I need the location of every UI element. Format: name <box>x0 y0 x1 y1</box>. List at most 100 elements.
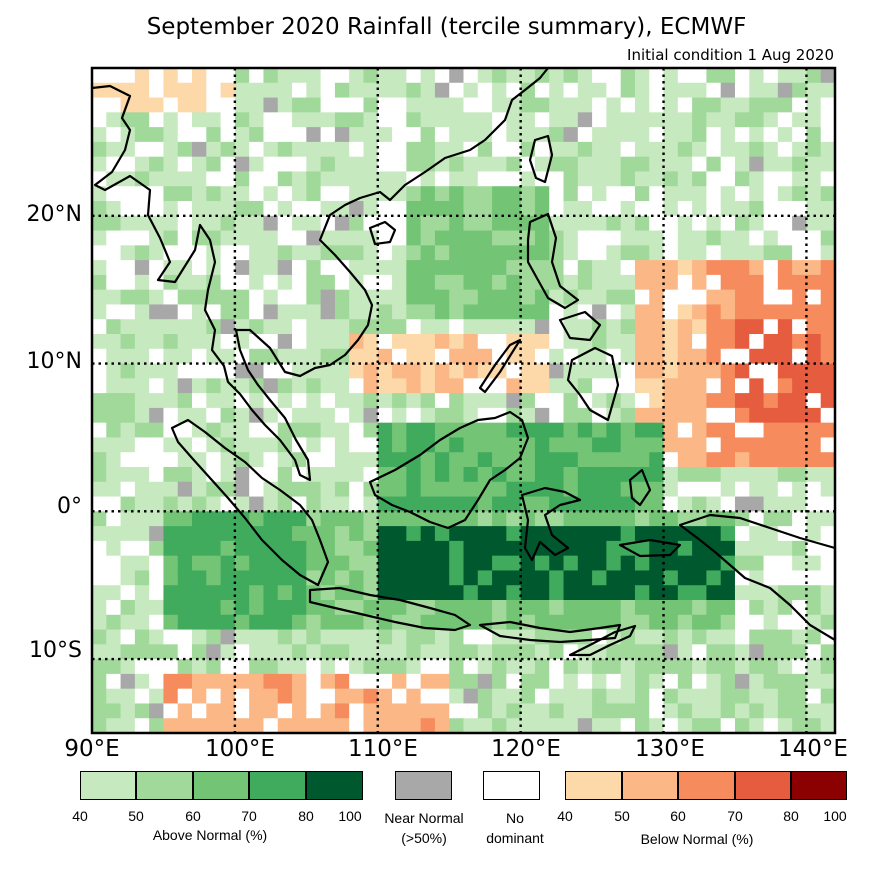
grid-cell <box>734 201 750 217</box>
grid-cell <box>149 363 164 379</box>
grid-cell <box>177 481 193 498</box>
grid-cell <box>492 585 507 601</box>
grid-cell <box>163 215 179 232</box>
grid-cell <box>763 629 779 645</box>
grid-cell <box>763 112 779 128</box>
grid-cell <box>449 718 464 734</box>
grid-cell <box>163 82 179 99</box>
grid-cell <box>749 629 765 645</box>
grid-cell <box>463 673 479 690</box>
grid-cell <box>492 201 507 217</box>
grid-cell <box>120 629 136 645</box>
grid-cell <box>649 215 665 232</box>
grid-cell <box>606 481 622 498</box>
legend-above-caption: Above Normal (%) <box>152 827 268 843</box>
grid-cell <box>306 673 322 690</box>
grid-cell <box>563 141 579 158</box>
grid-cell <box>663 334 679 350</box>
grid-cell <box>692 156 707 172</box>
grid-cell <box>306 201 322 217</box>
grid-cell <box>249 274 264 291</box>
grid-cell <box>434 112 450 128</box>
grid-cell <box>449 540 464 557</box>
grid-cell <box>549 644 565 660</box>
grid-cell <box>363 260 379 276</box>
grid-cell <box>492 127 507 143</box>
grid-cell <box>334 629 350 645</box>
grid-cell <box>506 260 522 276</box>
grid-cell <box>392 304 407 320</box>
grid-cell <box>192 156 207 172</box>
grid-cell <box>663 511 679 527</box>
grid-cell <box>434 68 450 84</box>
grid-cell <box>706 82 722 99</box>
grid-cell <box>492 496 507 512</box>
grid-cell <box>734 422 750 438</box>
grid-cell <box>792 422 807 438</box>
grid-cell <box>306 629 322 645</box>
grid-cell <box>392 363 407 379</box>
grid-cell <box>677 97 693 113</box>
grid-cell <box>149 555 164 571</box>
grid-cell <box>292 688 307 704</box>
grid-cell <box>277 171 293 187</box>
legend-above-tick: 70 <box>241 808 257 824</box>
grid-cell <box>634 703 650 719</box>
grid-cell <box>149 245 164 261</box>
grid-cell <box>363 141 379 158</box>
grid-cell <box>292 304 307 320</box>
grid-cell <box>320 363 336 379</box>
grid-cell <box>134 526 150 542</box>
grid-cell <box>306 319 322 335</box>
grid-cell <box>277 289 293 305</box>
coastline-hainan <box>368 220 397 246</box>
grid-cell <box>134 511 150 527</box>
grid-cell <box>663 274 679 291</box>
grid-cell <box>234 585 250 601</box>
grid-cell <box>277 540 293 557</box>
grid-cell <box>520 274 536 291</box>
grid-cell <box>749 156 765 172</box>
grid-cell <box>634 452 650 468</box>
grid-cell <box>263 215 279 232</box>
grid-cell <box>120 452 136 468</box>
grid-cell <box>206 363 222 379</box>
grid-cell <box>306 481 322 498</box>
grid-cell <box>534 201 550 217</box>
grid-cell <box>206 555 222 571</box>
grid-cell <box>706 378 722 394</box>
grid-cell <box>220 422 236 438</box>
grid-cell <box>392 540 407 557</box>
legend-above-tick: 60 <box>185 808 201 824</box>
grid-cell <box>406 186 422 202</box>
grid-cell <box>220 289 236 305</box>
grid-cell <box>763 68 779 84</box>
grid-cell <box>320 496 336 512</box>
grid-cell <box>92 570 107 586</box>
legend-above-swatch-4 <box>249 771 306 800</box>
grid-cell <box>649 186 665 202</box>
grid-cell <box>249 201 264 217</box>
grid-cell <box>706 363 722 379</box>
grid-cell <box>420 304 436 320</box>
grid-cell <box>806 481 822 498</box>
grid-cell <box>749 555 765 571</box>
grid-cell <box>649 688 665 704</box>
grid-cell <box>720 540 736 557</box>
grid-cell <box>449 127 464 143</box>
grid-cell <box>192 585 207 601</box>
grid-cell <box>592 467 607 483</box>
grid-cell <box>534 614 550 631</box>
grid-cell <box>449 496 464 512</box>
grid-cell <box>534 156 550 172</box>
grid-cell <box>263 644 279 660</box>
grid-cell <box>192 82 207 99</box>
grid-cell <box>506 348 522 365</box>
grid-cell <box>720 97 736 113</box>
grid-cell <box>134 437 150 453</box>
grid-cell <box>149 452 164 468</box>
grid-cell <box>749 82 765 99</box>
grid-cell <box>106 127 122 143</box>
grid-cell <box>420 348 436 365</box>
legend-none-caption-2: dominant <box>486 830 544 846</box>
